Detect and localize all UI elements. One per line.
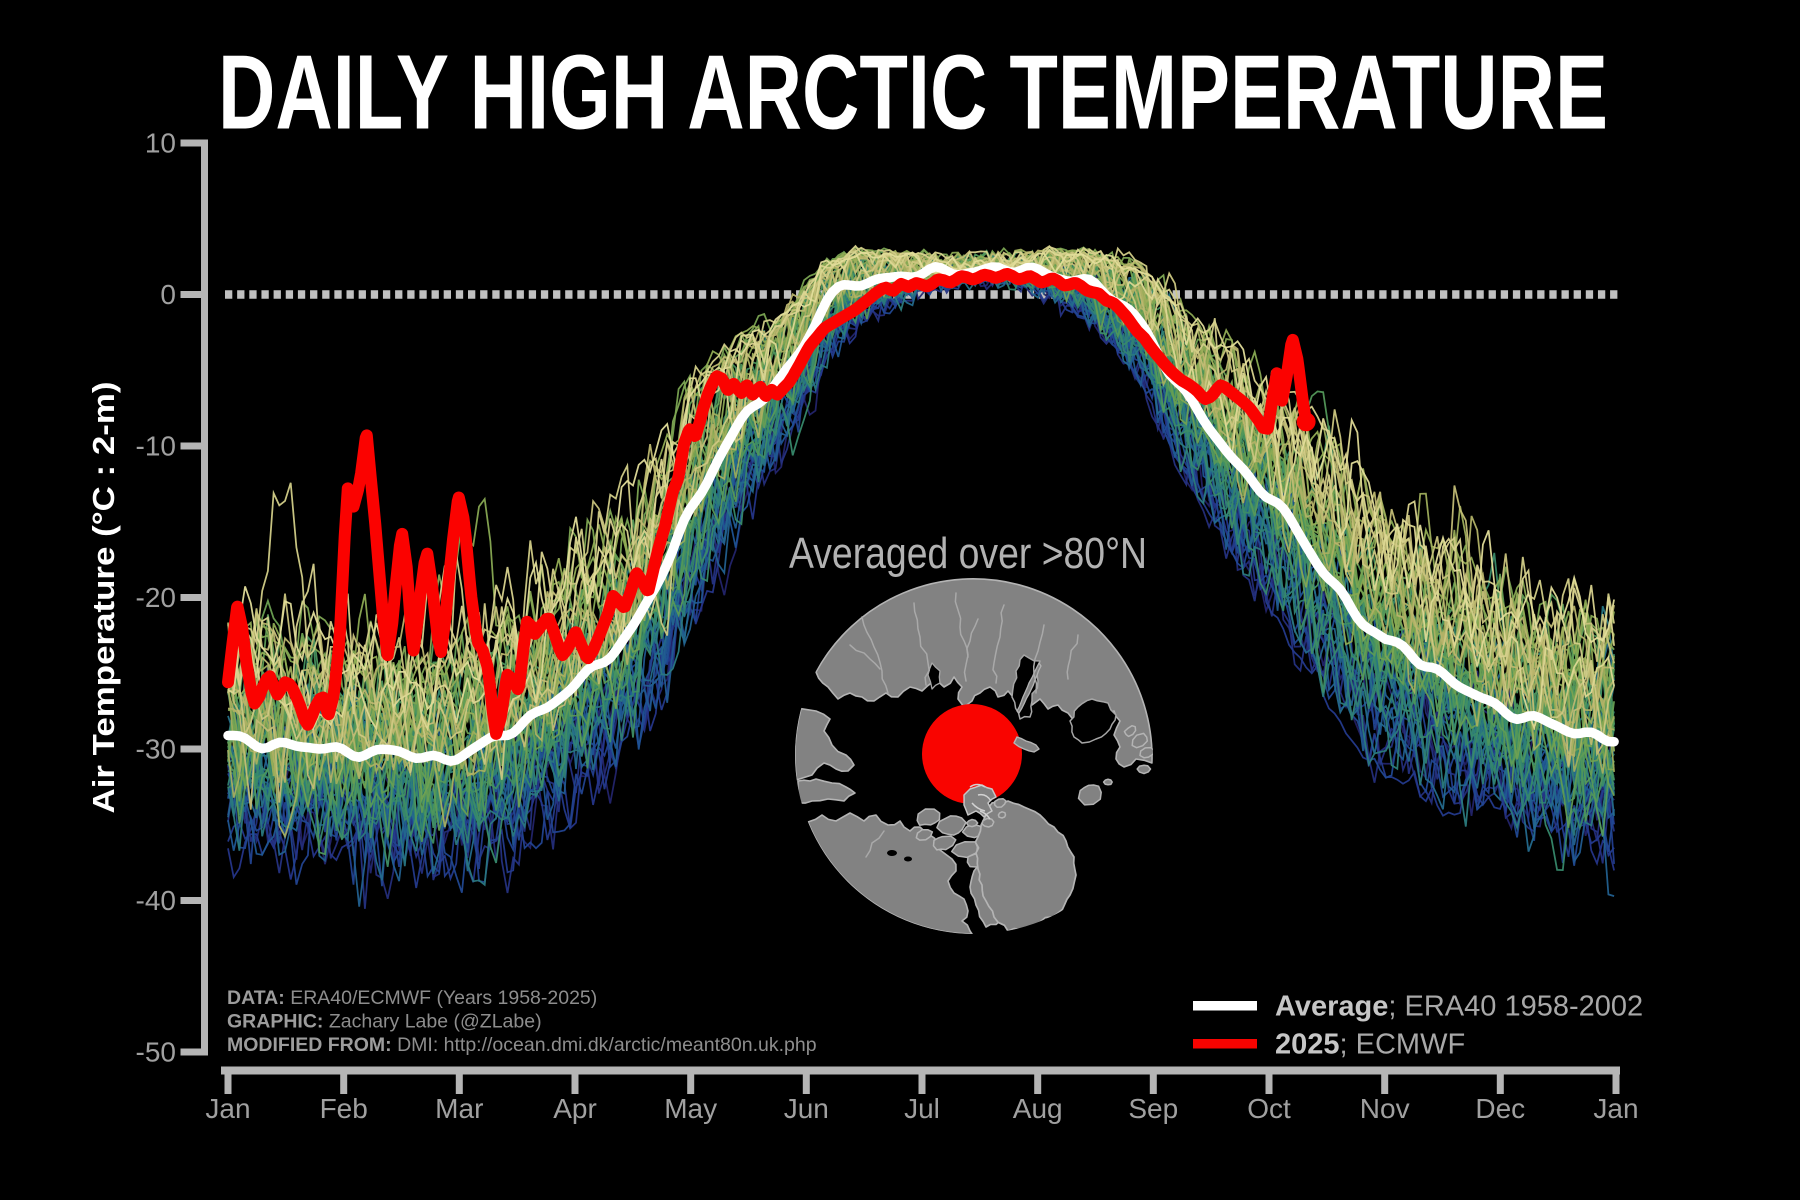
svg-text:Mar: Mar (435, 1093, 483, 1124)
svg-text:Jul: Jul (904, 1093, 940, 1124)
svg-text:Averaged over >80°N: Averaged over >80°N (789, 529, 1147, 578)
svg-text:Feb: Feb (320, 1093, 368, 1124)
svg-text:DAILY HIGH ARCTIC TEMPERATURE: DAILY HIGH ARCTIC TEMPERATURE (218, 34, 1608, 152)
svg-text:Jan: Jan (1593, 1093, 1638, 1124)
svg-text:GRAPHIC: Zachary Labe (@ZLabe): GRAPHIC: Zachary Labe (@ZLabe) (227, 1011, 542, 1033)
svg-text:Jun: Jun (784, 1093, 829, 1124)
svg-text:Apr: Apr (553, 1093, 597, 1124)
svg-text:Sep: Sep (1128, 1093, 1178, 1124)
svg-text:Air Temperature (°C : 2-m): Air Temperature (°C : 2-m) (86, 382, 121, 814)
svg-text:0: 0 (160, 279, 176, 310)
svg-text:-40: -40 (136, 885, 176, 916)
svg-text:May: May (664, 1093, 717, 1124)
svg-text:2025; ECMWF: 2025; ECMWF (1275, 1029, 1465, 1061)
svg-text:DATA: ERA40/ECMWF (Years 1958-: DATA: ERA40/ECMWF (Years 1958-2025) (227, 987, 597, 1009)
svg-text:Jan: Jan (205, 1093, 250, 1124)
svg-text:Dec: Dec (1475, 1093, 1525, 1124)
svg-text:MODIFIED FROM: DMI: http://oce: MODIFIED FROM: DMI: http://ocean.dmi.dk/… (227, 1034, 817, 1056)
svg-text:-20: -20 (136, 582, 176, 613)
svg-text:Oct: Oct (1247, 1093, 1291, 1124)
svg-text:-10: -10 (136, 431, 176, 462)
svg-text:Average; ERA40 1958-2002: Average; ERA40 1958-2002 (1275, 991, 1643, 1023)
svg-text:Nov: Nov (1360, 1093, 1410, 1124)
svg-text:Aug: Aug (1013, 1093, 1063, 1124)
svg-text:-30: -30 (136, 734, 176, 765)
svg-text:-50: -50 (136, 1037, 176, 1068)
svg-text:10: 10 (145, 128, 176, 159)
